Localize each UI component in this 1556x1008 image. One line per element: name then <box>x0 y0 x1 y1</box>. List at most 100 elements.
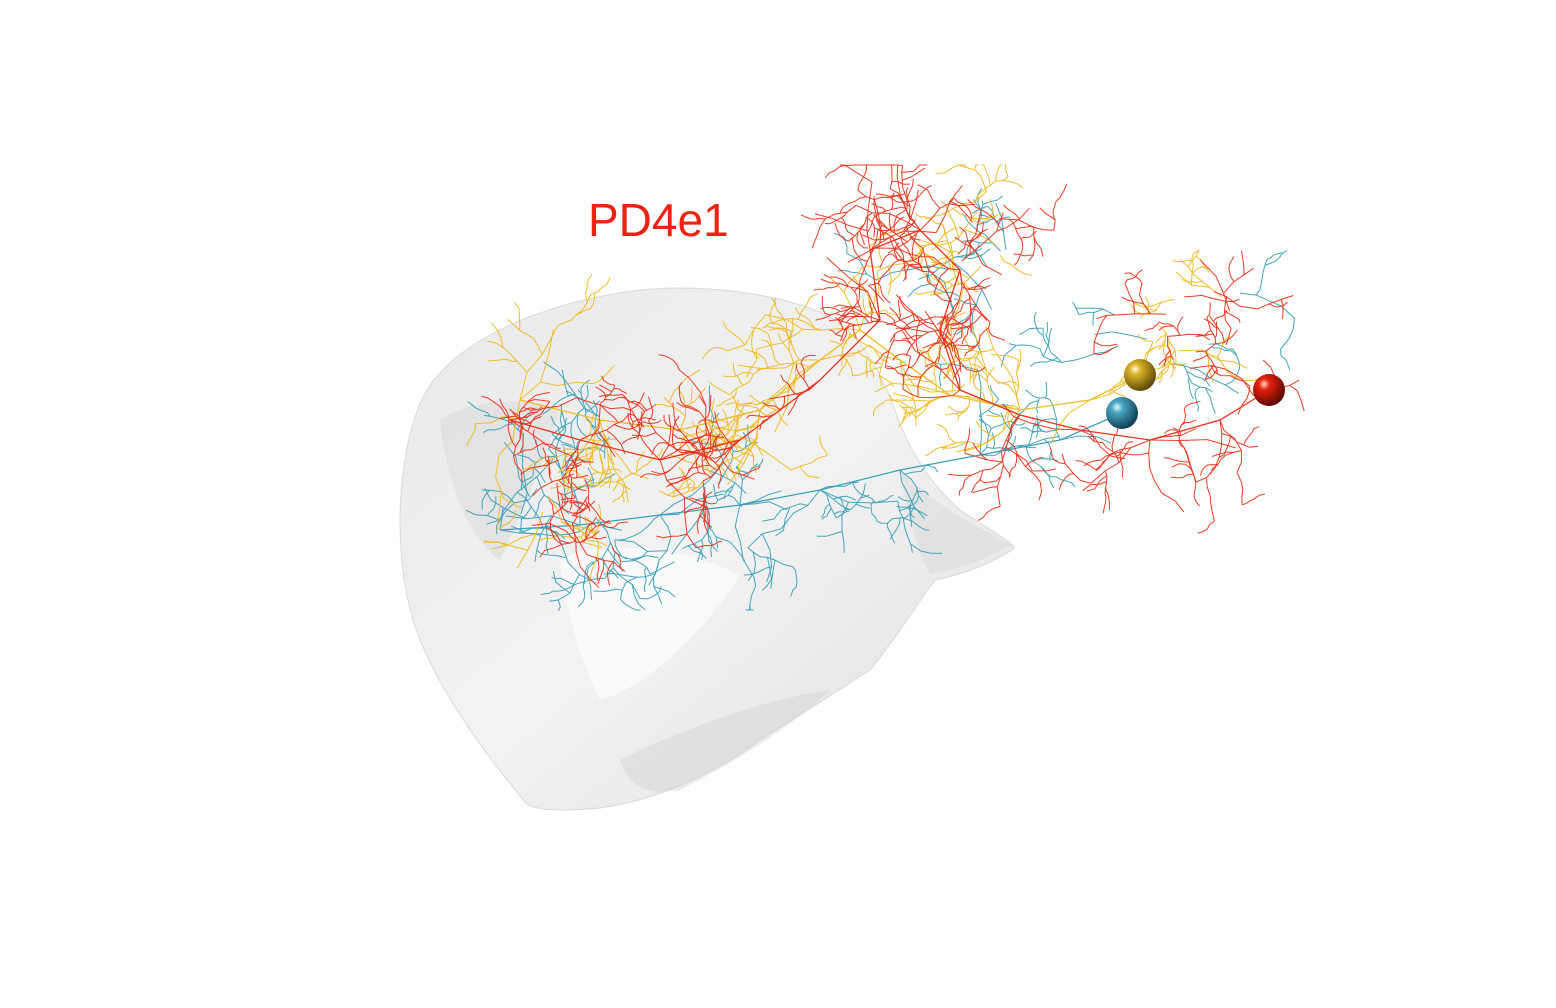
skeleton-branch <box>556 482 588 555</box>
skeleton-branch <box>790 566 798 597</box>
skeleton-branch <box>1111 427 1119 452</box>
skeleton-branch <box>942 441 982 451</box>
skeleton-branch <box>1035 475 1043 501</box>
skeleton-branch <box>484 539 508 546</box>
skeleton-branch <box>857 190 901 201</box>
skeleton-branch <box>890 197 909 203</box>
skeleton-branch <box>497 510 516 529</box>
skeleton-branch <box>834 222 849 242</box>
skeleton-branch <box>974 164 979 171</box>
skeleton-branch <box>954 236 971 247</box>
skeleton-branch <box>593 588 623 592</box>
skeleton-branch <box>958 164 987 192</box>
skeleton-branch <box>772 317 822 331</box>
skeleton-branch <box>1180 419 1196 426</box>
skeleton-branch <box>739 490 782 506</box>
skeleton-branch <box>1039 207 1056 221</box>
skeleton-branch <box>519 325 559 401</box>
skeleton-branch <box>902 264 911 282</box>
skeleton-branch <box>819 344 870 361</box>
skeleton-branch <box>600 385 615 404</box>
skeleton-branch <box>978 415 990 456</box>
skeleton-branch <box>902 388 961 399</box>
skeleton-branch <box>527 398 550 403</box>
skeleton-branch <box>631 555 659 560</box>
skeleton-branch <box>902 167 926 181</box>
skeleton-branch <box>1019 400 1040 415</box>
skeleton-branch <box>790 317 794 345</box>
skeleton-branch <box>1194 386 1201 412</box>
skeleton-branch <box>949 200 973 223</box>
skeleton-branch <box>852 482 877 504</box>
skeleton-branch <box>1058 473 1074 491</box>
skeleton-branch <box>561 444 579 451</box>
skeleton-branch <box>529 392 550 401</box>
skeleton-branch <box>659 493 724 516</box>
skeleton-branch <box>594 557 600 581</box>
skeleton-branch <box>917 337 940 359</box>
skeleton-branch <box>1158 372 1163 384</box>
skeleton-branch <box>961 213 1004 262</box>
skeleton-branch <box>1078 308 1104 315</box>
skeleton-branch <box>907 283 932 298</box>
skeleton-branch <box>861 234 893 241</box>
skeleton-branch <box>1171 363 1239 394</box>
somata <box>1106 359 1285 429</box>
skeleton-branch <box>1124 283 1136 314</box>
skeleton-branch <box>1082 480 1107 492</box>
skeleton-branch <box>487 496 497 516</box>
skeleton-branch <box>1162 331 1167 356</box>
skeleton-branch <box>1028 227 1036 262</box>
skeleton-branch <box>771 297 787 324</box>
skeleton-branch <box>815 314 832 321</box>
soma-yellow[interactable] <box>1124 359 1156 391</box>
skeleton-branch <box>950 367 954 394</box>
skeleton-branch <box>1035 423 1039 439</box>
skeleton-branch <box>1096 313 1166 320</box>
skeleton-branch <box>936 251 951 270</box>
skeleton-branch <box>521 416 542 425</box>
skeleton-branch <box>837 319 881 326</box>
skeleton-branch <box>572 502 584 511</box>
skeleton-branch <box>964 228 996 246</box>
skeleton-branch <box>678 382 685 406</box>
skeleton-branch <box>701 454 707 475</box>
skeleton-branch <box>1257 295 1294 310</box>
skeleton-branch <box>534 515 553 563</box>
skeleton-branch <box>893 339 912 346</box>
skeleton-branch <box>759 415 771 430</box>
skeleton-branch <box>1005 439 1033 472</box>
skeleton-branch <box>940 200 960 238</box>
skeleton-branch <box>591 504 602 538</box>
skeleton-branch <box>1102 487 1107 514</box>
skeleton-branch <box>901 327 916 341</box>
skeleton-branch <box>623 407 645 428</box>
skeleton-branch <box>1163 349 1171 366</box>
skeleton-branch <box>547 455 553 482</box>
skeleton-branch <box>1213 291 1258 310</box>
skeleton-branch <box>714 433 721 451</box>
skeleton-branch <box>800 214 826 220</box>
skeleton-branch <box>961 304 977 338</box>
skeleton-branch <box>1072 301 1080 315</box>
skeleton-branch <box>774 359 821 433</box>
skeleton-branch <box>1212 347 1237 356</box>
skeleton-branch <box>972 442 988 461</box>
skeleton-branch <box>901 373 921 378</box>
skeleton-branch <box>728 436 764 456</box>
skeleton-branch <box>723 371 754 378</box>
soma-teal[interactable] <box>1106 397 1138 429</box>
skeleton-branch <box>601 375 615 386</box>
skeleton-branch <box>1166 336 1174 360</box>
skeleton-branch <box>944 228 958 235</box>
skeleton-branch <box>1137 334 1154 343</box>
skeleton-branch <box>542 447 550 463</box>
skeleton-branch <box>643 566 647 593</box>
neuropil-mesh <box>399 287 1016 811</box>
skeleton-branch <box>639 586 662 600</box>
soma-red[interactable] <box>1253 374 1285 406</box>
skeleton-branch <box>901 329 961 391</box>
skeleton-branch <box>847 229 921 263</box>
skeleton-branch <box>924 310 961 391</box>
